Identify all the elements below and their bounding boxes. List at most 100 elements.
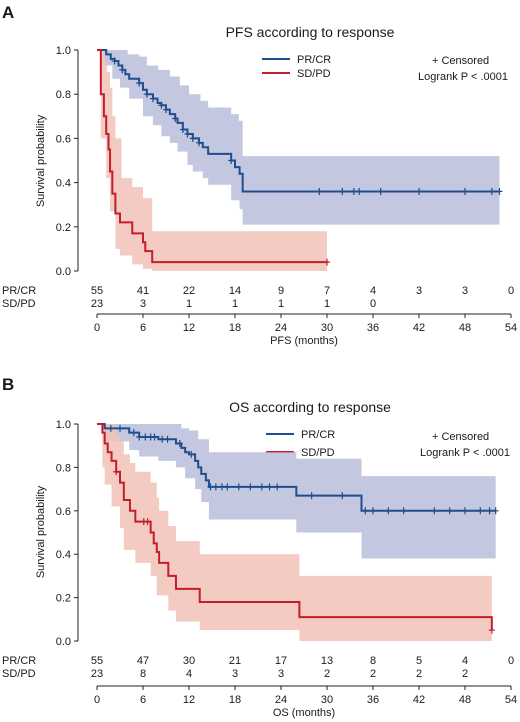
- y-tick-label: 0.0: [56, 636, 71, 648]
- censor-mark-prcr: [164, 435, 171, 443]
- censor-mark-prcr: [184, 130, 191, 138]
- censor-mark-prcr: [400, 507, 407, 515]
- censor-mark-prcr: [228, 157, 235, 164]
- x-tick-label: 36: [367, 322, 379, 334]
- y-tick-label: 1.0: [56, 45, 71, 57]
- censor-mark-prcr: [158, 101, 165, 109]
- panel-b-x-axis: 0 6 12 18 24 30 36 42 48 54: [94, 685, 517, 706]
- risk-count: 55: [91, 285, 103, 297]
- censor-mark-prcr: [316, 187, 323, 195]
- panel-b-ylabel: Survival probability: [35, 485, 47, 578]
- risk-row-label: PR/CR: [2, 285, 36, 297]
- x-tick-label: 42: [413, 694, 425, 706]
- x-tick-label: 30: [321, 322, 333, 334]
- logrank-note: Logrank P < .0001: [420, 447, 510, 459]
- censor-mark-prcr: [172, 115, 179, 123]
- panel-a-y-axis: 0.0 0.2 0.4 0.6 0.8 1.0: [56, 45, 79, 278]
- panel-a-ci-bands: [97, 50, 500, 271]
- panel-a-risk-table: PR/CR 55 41 22 14 9 7 4 3 3 0 SD/PD 23 3 1 1 1 1 0: [2, 285, 514, 310]
- x-tick-label: 24: [275, 694, 287, 706]
- risk-count: 41: [137, 285, 149, 297]
- x-tick-label: 0: [94, 694, 100, 706]
- censor-mark-prcr: [151, 433, 158, 441]
- risk-count: 3: [278, 668, 284, 680]
- risk-count: 1: [324, 298, 330, 310]
- y-tick-label: 0.8: [56, 462, 71, 474]
- y-tick-label: 0.2: [56, 593, 71, 605]
- x-tick-label: 30: [321, 694, 333, 706]
- risk-count: 2: [462, 668, 468, 680]
- risk-count: 4: [462, 655, 468, 667]
- censor-mark-prcr: [486, 507, 493, 515]
- censor-mark-prcr: [235, 483, 242, 491]
- censor-mark-prcr: [179, 126, 186, 134]
- panel-a-curves: [97, 49, 500, 264]
- risk-count: 3: [462, 285, 468, 297]
- x-tick-label: 6: [140, 694, 146, 706]
- censor-mark-sdpd: [324, 258, 330, 266]
- risk-count: 2: [416, 668, 422, 680]
- risk-count: 1: [278, 298, 284, 310]
- x-tick-label: 54: [505, 694, 517, 706]
- censor-mark-prcr: [258, 483, 265, 491]
- risk-count: 30: [183, 655, 195, 667]
- risk-row-label: PR/CR: [2, 655, 36, 667]
- risk-row-label: SD/PD: [2, 668, 36, 680]
- risk-count: 8: [140, 668, 146, 680]
- risk-count: 8: [370, 655, 376, 667]
- risk-count: 55: [91, 655, 103, 667]
- censor-mark-prcr: [149, 95, 156, 103]
- censor-mark-prcr: [477, 507, 484, 515]
- risk-count: 7: [324, 285, 330, 297]
- risk-count: 13: [321, 655, 333, 667]
- x-tick-label: 12: [183, 322, 195, 334]
- x-tick-label: 42: [413, 322, 425, 334]
- censor-mark-sdpd: [488, 626, 495, 634]
- risk-count: 3: [140, 298, 146, 310]
- panel-b-title: OS according to response: [229, 399, 391, 415]
- censor-mark-prcr: [377, 187, 384, 195]
- censor-mark-prcr: [266, 483, 273, 491]
- risk-count: 2: [370, 668, 376, 680]
- risk-count: 4: [186, 668, 192, 680]
- risk-count: 23: [91, 668, 103, 680]
- risk-count: 4: [370, 285, 376, 297]
- y-tick-label: 0.8: [56, 89, 71, 101]
- risk-count: 9: [278, 285, 284, 297]
- logrank-note: Logrank P < .0001: [418, 71, 508, 83]
- censor-mark-prcr: [207, 483, 214, 491]
- censor-mark-prcr: [385, 507, 392, 515]
- x-tick-label: 24: [275, 322, 287, 334]
- panel-a-title: PFS according to response: [226, 24, 395, 40]
- panel-a-letter: A: [2, 3, 14, 22]
- censor-mark-prcr: [496, 187, 503, 195]
- ci-band-prcr: [97, 50, 500, 225]
- censor-mark-prcr: [247, 483, 254, 491]
- x-tick-label: 48: [459, 694, 471, 706]
- risk-count: 1: [232, 298, 238, 310]
- risk-count: 17: [275, 655, 287, 667]
- censor-mark-prcr: [188, 450, 195, 458]
- censor-mark-prcr: [274, 483, 281, 491]
- censor-mark-prcr: [362, 507, 369, 515]
- legend-label-sdpd: SD/PD: [301, 447, 335, 459]
- censor-mark-prcr: [189, 134, 196, 142]
- censor-mark-prcr: [370, 507, 376, 515]
- censor-mark-prcr: [111, 57, 118, 65]
- panel-a-censor-marks: [111, 57, 503, 266]
- censor-mark-prcr: [142, 433, 149, 441]
- km-curve-sdpd: [97, 49, 327, 264]
- censor-mark-prcr: [176, 440, 183, 448]
- x-tick-label: 12: [183, 694, 195, 706]
- ci-band-sdpd: [97, 424, 492, 641]
- censor-mark-prcr: [143, 90, 150, 98]
- censor-mark-prcr: [492, 507, 499, 515]
- censored-note: + Censored: [432, 55, 489, 67]
- censor-mark-prcr: [339, 187, 346, 195]
- risk-count: 22: [183, 285, 195, 297]
- censor-mark-prcr: [218, 483, 225, 491]
- risk-count: 23: [91, 298, 103, 310]
- censor-mark-sdpd: [113, 468, 120, 476]
- censor-mark-prcr: [159, 435, 166, 443]
